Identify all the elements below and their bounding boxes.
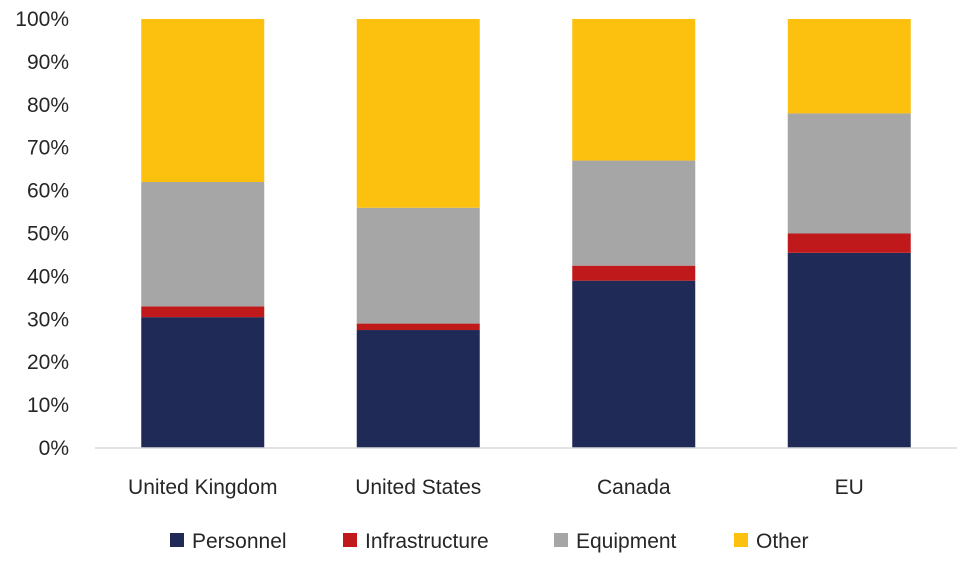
- legend-label: Infrastructure: [365, 530, 489, 553]
- bar-segment-other: [787, 19, 911, 114]
- legend-label: Other: [756, 530, 809, 553]
- legend-swatch: [554, 533, 568, 547]
- y-tick-label: 10%: [27, 394, 69, 417]
- x-tick-label: United Kingdom: [128, 476, 277, 499]
- y-tick-label: 30%: [27, 308, 69, 331]
- bar-segment-infrastructure: [356, 323, 480, 331]
- bar-segment-personnel: [141, 317, 265, 448]
- legend-swatch: [170, 533, 184, 547]
- bar-segment-personnel: [787, 252, 911, 448]
- y-tick-label: 50%: [27, 223, 69, 246]
- bar-segment-equipment: [787, 113, 911, 234]
- bar-segment-infrastructure: [572, 265, 696, 281]
- legend-swatch: [734, 533, 748, 547]
- bar-segment-other: [141, 19, 265, 183]
- bar-segment-equipment: [141, 182, 265, 307]
- legend-label: Equipment: [576, 530, 677, 553]
- bar-segment-personnel: [572, 280, 696, 448]
- x-tick-label: EU: [835, 476, 864, 499]
- y-tick-label: 90%: [27, 51, 69, 74]
- y-tick-label: 100%: [15, 8, 69, 31]
- x-tick-label: Canada: [597, 476, 671, 499]
- x-tick-label: United States: [355, 476, 481, 499]
- y-tick-label: 20%: [27, 351, 69, 374]
- bar-segment-other: [356, 19, 480, 208]
- y-tick-label: 0%: [39, 437, 69, 460]
- y-tick-label: 40%: [27, 265, 69, 288]
- legend-swatch: [343, 533, 357, 547]
- bar-segment-other: [572, 19, 696, 161]
- y-tick-label: 70%: [27, 137, 69, 160]
- y-tick-label: 60%: [27, 180, 69, 203]
- bar-segment-infrastructure: [787, 233, 911, 253]
- y-tick-label: 80%: [27, 94, 69, 117]
- legend-label: Personnel: [192, 530, 287, 553]
- bar-segment-personnel: [356, 330, 480, 448]
- bar-segment-infrastructure: [141, 306, 265, 318]
- bar-segment-equipment: [572, 160, 696, 266]
- bar-segment-equipment: [356, 207, 480, 324]
